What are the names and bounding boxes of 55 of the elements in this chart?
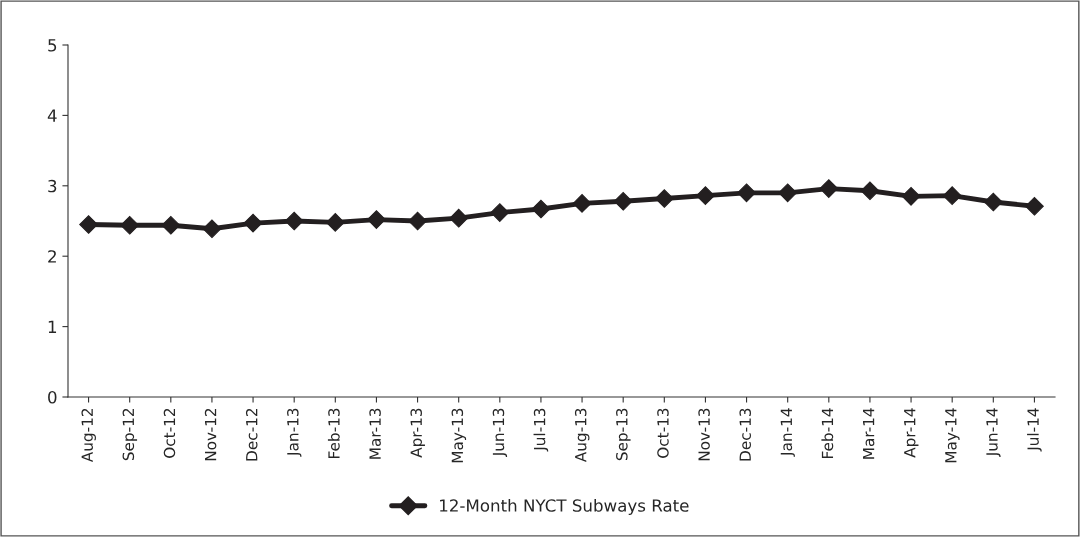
x-tick-label: Oct-12 bbox=[163, 408, 176, 458]
point bbox=[243, 213, 263, 233]
x-tick-label: Feb-13 bbox=[327, 408, 340, 458]
x-tick-label: May-13 bbox=[451, 408, 467, 463]
x-tick-label: Jan-14 bbox=[780, 408, 795, 457]
x-tick-label: Jun-14 bbox=[986, 408, 1001, 458]
x-tick-label: Apr-14 bbox=[904, 408, 919, 458]
y-tick-label: 5 bbox=[48, 39, 57, 52]
point bbox=[367, 210, 386, 229]
x-tick-label: Dec-12 bbox=[245, 408, 258, 461]
y-tick-label: 3 bbox=[48, 179, 57, 193]
point bbox=[901, 187, 921, 206]
x-tick-label: Sep-13 bbox=[616, 408, 631, 461]
point bbox=[161, 215, 181, 235]
x-tick-label: May-14 bbox=[945, 408, 960, 463]
point bbox=[860, 181, 880, 201]
point bbox=[531, 199, 551, 219]
point bbox=[819, 179, 839, 198]
legend-label: 12-Month NYCT Subways Rate bbox=[440, 498, 689, 516]
point bbox=[696, 186, 715, 206]
x-tick-label: Nov-12 bbox=[204, 408, 217, 461]
point bbox=[490, 203, 510, 222]
y-tick-label: 1 bbox=[48, 320, 57, 333]
x-tick-label: Feb-14 bbox=[821, 408, 834, 458]
x-tick-label: Oct-13 bbox=[657, 408, 669, 458]
x-tick-label: Jan-13 bbox=[287, 408, 302, 457]
x-tick-label: Jul-13 bbox=[533, 408, 549, 452]
x-tick-label: Nov-13 bbox=[698, 408, 710, 461]
x-tick-label: Apr-13 bbox=[410, 408, 425, 458]
point bbox=[449, 208, 469, 228]
point bbox=[778, 183, 798, 203]
point bbox=[79, 215, 98, 234]
point bbox=[120, 215, 140, 235]
point bbox=[654, 189, 674, 208]
x-tick-label: Sep-12 bbox=[122, 408, 138, 461]
y-tick-label: 0 bbox=[48, 390, 57, 404]
point bbox=[325, 213, 345, 232]
point bbox=[613, 191, 633, 211]
point bbox=[408, 211, 427, 231]
point bbox=[572, 194, 592, 213]
x-tick-label: Jun-13 bbox=[492, 408, 508, 458]
point bbox=[942, 186, 962, 206]
point bbox=[1025, 196, 1044, 216]
y-tick-label: 2 bbox=[48, 250, 56, 263]
x-tick-label: Mar-13 bbox=[369, 408, 381, 459]
x-tick-label: Aug-13 bbox=[574, 408, 590, 463]
point bbox=[284, 211, 304, 231]
point bbox=[737, 183, 756, 203]
point bbox=[202, 219, 222, 239]
x-tick-label: Dec-13 bbox=[739, 408, 751, 461]
y-tick-label: 4 bbox=[47, 109, 57, 122]
point bbox=[983, 192, 1003, 212]
x-tick-label: Aug-12 bbox=[81, 408, 96, 463]
x-tick-label: Jul-14 bbox=[1027, 408, 1042, 452]
x-tick-label: Mar-14 bbox=[863, 408, 875, 459]
